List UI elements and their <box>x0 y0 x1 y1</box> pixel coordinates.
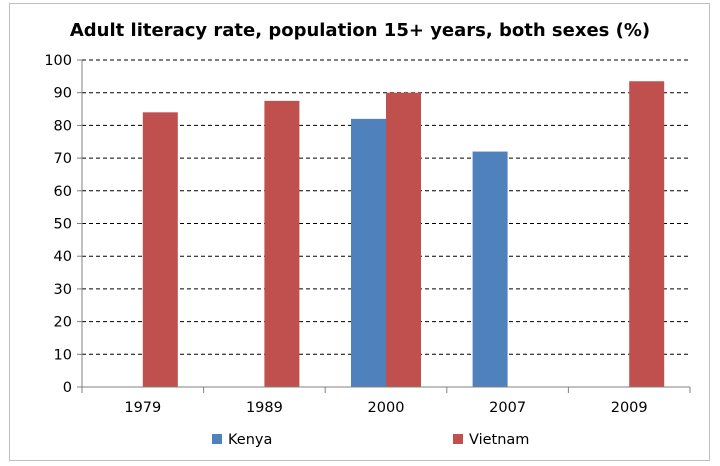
y-tick-label-70: 70 <box>54 151 72 167</box>
x-tick-label-1989: 1989 <box>246 400 283 416</box>
y-tick-label-50: 50 <box>54 217 72 233</box>
bar-vietnam-2000 <box>386 92 421 387</box>
bar-vietnam-2009 <box>629 81 665 387</box>
y-tick-label-80: 80 <box>54 118 72 134</box>
bar-kenya-2000 <box>351 118 386 388</box>
y-tick-label-10: 10 <box>54 347 72 363</box>
x-tick-label-2009: 2009 <box>611 400 648 416</box>
legend-label-kenya: Kenya <box>228 432 272 448</box>
y-axis-ticks: 0 10 20 30 40 50 60 70 80 90 100 <box>44 53 82 396</box>
y-tick-label-0: 0 <box>63 380 72 396</box>
x-axis-ticks: 1979 1989 2000 2007 2009 <box>81 387 691 416</box>
y-tick-label-40: 40 <box>54 249 72 265</box>
y-tick-label-60: 60 <box>54 184 72 200</box>
x-tick-label-2007: 2007 <box>489 400 526 416</box>
bar-vietnam-1989 <box>264 100 300 387</box>
chart-title: Adult literacy rate, population 15+ year… <box>69 20 651 41</box>
x-tick-label-1979: 1979 <box>124 400 161 416</box>
legend: Kenya Vietnam <box>212 432 529 448</box>
bars <box>142 81 665 388</box>
x-tick-label-2000: 2000 <box>368 400 405 416</box>
legend-swatch-kenya <box>212 434 222 444</box>
y-tick-label-90: 90 <box>54 86 72 102</box>
legend-label-vietnam: Vietnam <box>469 432 529 448</box>
y-tick-label-20: 20 <box>54 315 72 331</box>
bar-vietnam-1979 <box>142 112 178 387</box>
legend-swatch-vietnam <box>453 434 463 444</box>
y-tick-label-30: 30 <box>54 282 72 298</box>
bar-kenya-2007 <box>472 151 508 387</box>
y-tick-label-100: 100 <box>44 53 72 69</box>
